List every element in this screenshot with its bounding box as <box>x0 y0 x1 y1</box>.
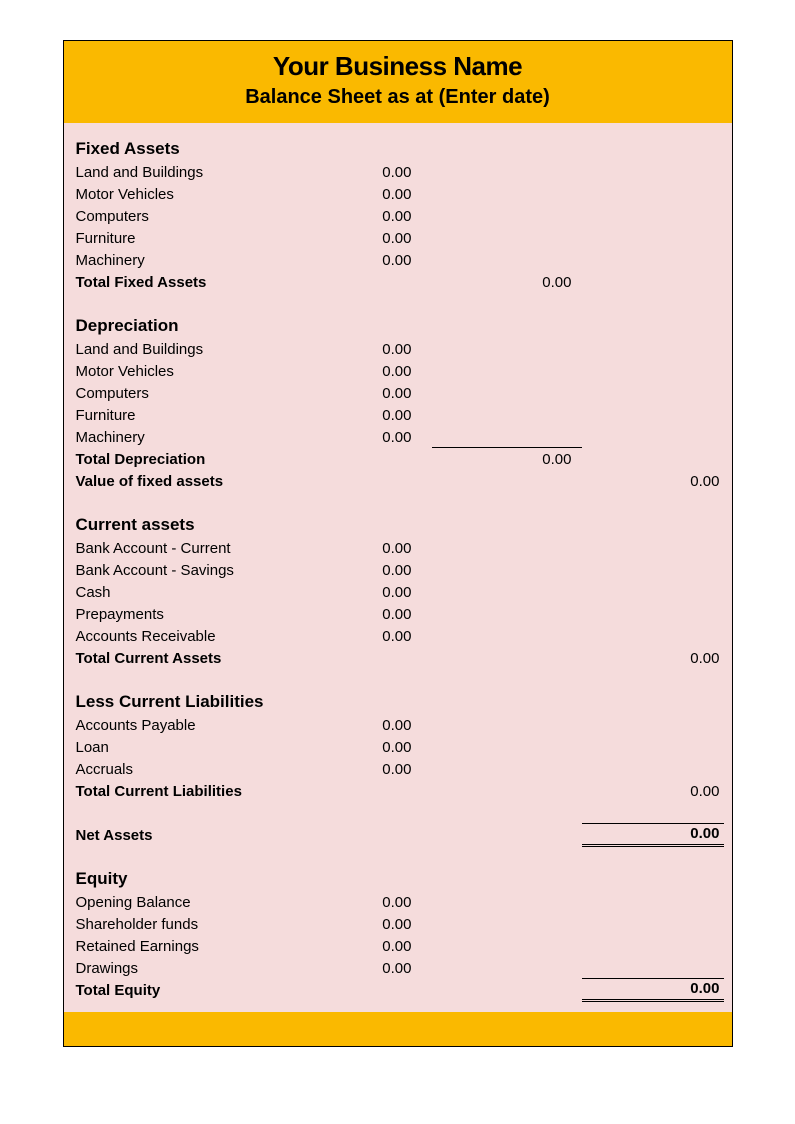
fixed-assets-heading: Fixed Assets <box>72 137 322 160</box>
item-label: Computers <box>72 381 322 403</box>
table-row: Cash0.00 <box>72 580 724 602</box>
table-row: Furniture0.00 <box>72 403 724 425</box>
item-label: Motor Vehicles <box>72 182 322 204</box>
item-value: 0.00 <box>322 226 432 248</box>
item-value: 0.00 <box>322 624 432 646</box>
item-label: Accruals <box>72 757 322 779</box>
item-label: Accounts Receivable <box>72 624 322 646</box>
sheet-date: Balance Sheet as at (Enter date) <box>64 86 732 109</box>
table-row: Machinery0.00 <box>72 248 724 270</box>
total-row: Total Current Assets 0.00 <box>72 646 724 668</box>
total-row: Total Depreciation 0.00 <box>72 447 724 469</box>
net-assets-label: Net Assets <box>72 823 322 845</box>
table-row: Accounts Payable0.00 <box>72 713 724 735</box>
item-value: 0.00 <box>322 359 432 381</box>
item-label: Loan <box>72 735 322 757</box>
current-liabilities-heading: Less Current Liabilities <box>72 690 322 713</box>
total-row: Total Equity 0.00 <box>72 978 724 1000</box>
table-row: Loan0.00 <box>72 735 724 757</box>
item-value: 0.00 <box>322 204 432 226</box>
item-label: Drawings <box>72 956 322 978</box>
total-depreciation-value: 0.00 <box>432 447 582 469</box>
table-row: Retained Earnings0.00 <box>72 934 724 956</box>
total-current-assets-label: Total Current Assets <box>72 646 322 668</box>
item-value: 0.00 <box>322 558 432 580</box>
table-row: Accruals0.00 <box>72 757 724 779</box>
item-value: 0.00 <box>322 536 432 558</box>
sheet-body: Fixed Assets Land and Buildings0.00 Moto… <box>64 123 732 1012</box>
item-label: Bank Account - Current <box>72 536 322 558</box>
item-value: 0.00 <box>322 403 432 425</box>
total-current-liabilities-label: Total Current Liabilities <box>72 779 322 801</box>
item-value: 0.00 <box>322 713 432 735</box>
item-value: 0.00 <box>322 912 432 934</box>
item-value: 0.00 <box>322 890 432 912</box>
item-value: 0.00 <box>322 425 432 447</box>
table-row: Motor Vehicles0.00 <box>72 182 724 204</box>
current-assets-heading: Current assets <box>72 513 322 536</box>
footer <box>64 1012 732 1046</box>
table-row: Land and Buildings0.00 <box>72 337 724 359</box>
item-label: Machinery <box>72 248 322 270</box>
table-row: Land and Buildings0.00 <box>72 160 724 182</box>
table-row: Furniture0.00 <box>72 226 724 248</box>
item-label: Machinery <box>72 425 322 447</box>
item-label: Motor Vehicles <box>72 359 322 381</box>
item-label: Land and Buildings <box>72 160 322 182</box>
equity-heading: Equity <box>72 867 322 890</box>
balance-table: Fixed Assets Land and Buildings0.00 Moto… <box>72 137 724 1002</box>
table-row: Shareholder funds0.00 <box>72 912 724 934</box>
item-value: 0.00 <box>322 182 432 204</box>
value-row: Value of fixed assets 0.00 <box>72 469 724 491</box>
item-value: 0.00 <box>322 160 432 182</box>
item-label: Computers <box>72 204 322 226</box>
table-row: Machinery0.00 <box>72 425 724 447</box>
item-value: 0.00 <box>322 381 432 403</box>
total-equity-label: Total Equity <box>72 978 322 1000</box>
item-value: 0.00 <box>322 735 432 757</box>
total-equity-value: 0.00 <box>582 978 724 1000</box>
item-label: Furniture <box>72 226 322 248</box>
table-row: Computers0.00 <box>72 204 724 226</box>
item-label: Furniture <box>72 403 322 425</box>
item-label: Cash <box>72 580 322 602</box>
value-fixed-assets-value: 0.00 <box>582 469 724 491</box>
item-label: Shareholder funds <box>72 912 322 934</box>
total-depreciation-label: Total Depreciation <box>72 447 322 469</box>
total-fixed-assets-value: 0.00 <box>432 270 582 292</box>
item-label: Accounts Payable <box>72 713 322 735</box>
business-name: Your Business Name <box>64 51 732 82</box>
item-label: Opening Balance <box>72 890 322 912</box>
table-row: Motor Vehicles0.00 <box>72 359 724 381</box>
total-current-liabilities-value: 0.00 <box>582 779 724 801</box>
item-value: 0.00 <box>322 248 432 270</box>
header: Your Business Name Balance Sheet as at (… <box>64 41 732 123</box>
item-value: 0.00 <box>322 757 432 779</box>
item-value: 0.00 <box>322 934 432 956</box>
balance-sheet: Your Business Name Balance Sheet as at (… <box>63 40 733 1047</box>
table-row: Accounts Receivable0.00 <box>72 624 724 646</box>
value-fixed-assets-label: Value of fixed assets <box>72 469 322 491</box>
net-assets-value: 0.00 <box>582 823 724 845</box>
depreciation-heading: Depreciation <box>72 314 322 337</box>
table-row: Drawings0.00 <box>72 956 724 978</box>
total-row: Total Current Liabilities 0.00 <box>72 779 724 801</box>
item-value: 0.00 <box>322 602 432 624</box>
total-current-assets-value: 0.00 <box>582 646 724 668</box>
table-row: Bank Account - Savings0.00 <box>72 558 724 580</box>
item-value: 0.00 <box>322 337 432 359</box>
item-label: Prepayments <box>72 602 322 624</box>
item-value: 0.00 <box>322 580 432 602</box>
item-label: Bank Account - Savings <box>72 558 322 580</box>
table-row: Bank Account - Current0.00 <box>72 536 724 558</box>
item-label: Retained Earnings <box>72 934 322 956</box>
total-row: Total Fixed Assets 0.00 <box>72 270 724 292</box>
item-value: 0.00 <box>322 956 432 978</box>
item-label: Land and Buildings <box>72 337 322 359</box>
total-fixed-assets-label: Total Fixed Assets <box>72 270 322 292</box>
table-row: Opening Balance0.00 <box>72 890 724 912</box>
table-row: Prepayments0.00 <box>72 602 724 624</box>
table-row: Computers0.00 <box>72 381 724 403</box>
net-assets-row: Net Assets 0.00 <box>72 823 724 845</box>
